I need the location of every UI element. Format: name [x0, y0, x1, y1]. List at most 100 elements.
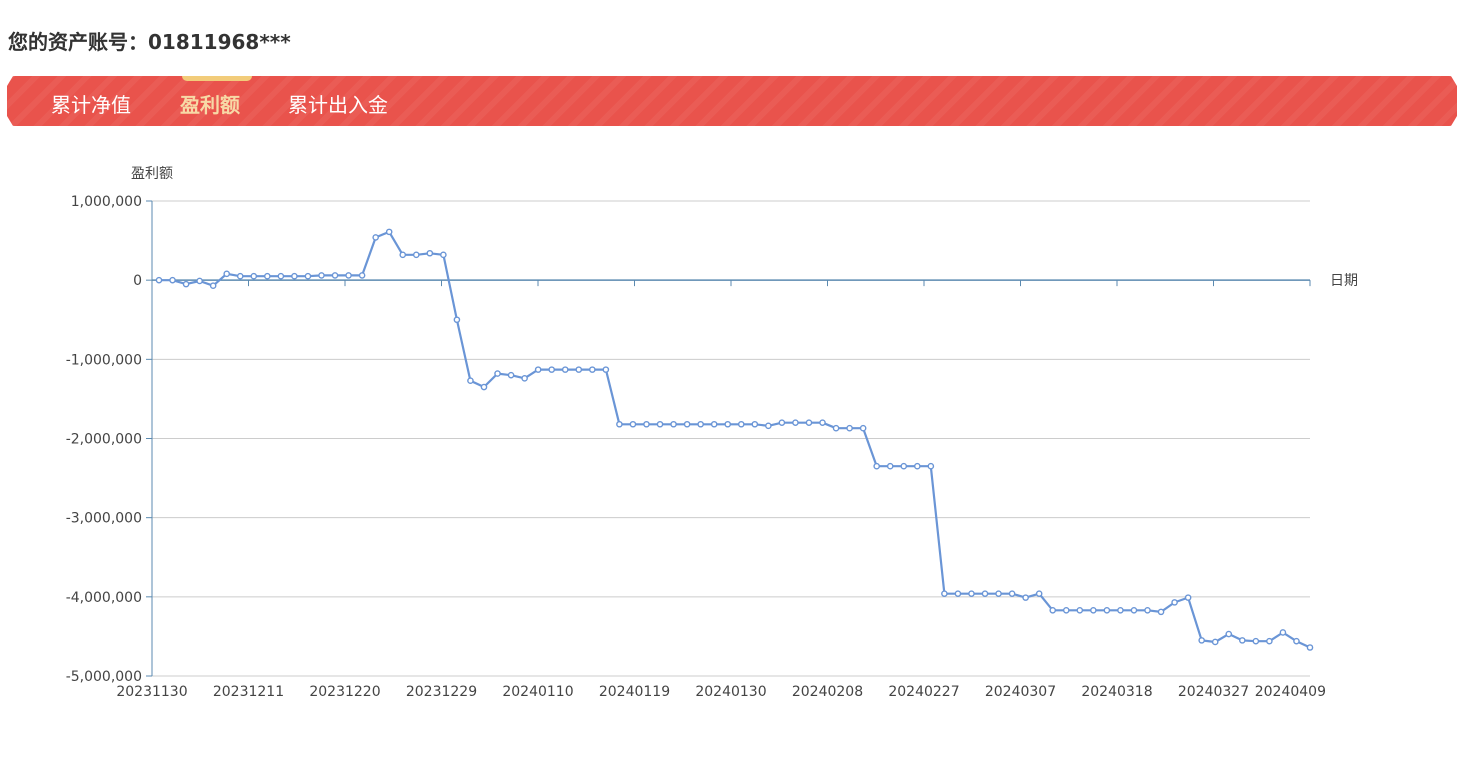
data-point: [426, 249, 434, 257]
data-point: [778, 419, 786, 426]
data-point: [169, 276, 176, 284]
data-point: [670, 420, 677, 428]
data-point: [765, 422, 772, 430]
x-axis-title: 日期: [1330, 273, 1358, 289]
data-point: [859, 424, 867, 432]
data-point: [941, 590, 948, 597]
data-point: [629, 420, 637, 428]
x-tick-label: 20231211: [213, 684, 284, 700]
data-point: [873, 462, 880, 470]
tab-cumulative-nav[interactable]: 累计净值: [51, 93, 131, 117]
data-point: [209, 282, 217, 290]
data-point: [616, 420, 623, 428]
data-point: [236, 272, 244, 280]
data-point: [1306, 644, 1314, 651]
data-point: [1008, 590, 1016, 597]
data-point: [385, 228, 393, 236]
y-axis-title: 盈利额: [131, 166, 173, 182]
data-point: [832, 424, 840, 432]
account-number: 01811968***: [148, 30, 291, 54]
data-point: [900, 462, 908, 470]
data-point: [1090, 606, 1097, 614]
data-point: [1022, 594, 1029, 601]
data-point: [412, 251, 420, 259]
data-point: [223, 270, 231, 278]
x-tick-label: 20240327: [1178, 684, 1249, 700]
data-point: [1252, 637, 1260, 645]
profit-line-chart: 1,000,000 0 -1,000,000 -2,000,000 -3,000,000…: [66, 166, 1358, 700]
y-tick-label: 1,000,000: [71, 194, 142, 210]
data-point: [1049, 606, 1057, 614]
data-point: [819, 419, 826, 426]
data-point: [737, 420, 745, 428]
data-point: [1279, 629, 1287, 636]
tab-bar: 累计净值 盈利额 累计出入金: [7, 76, 1457, 126]
x-tick-label: 20240409: [1255, 684, 1326, 700]
data-point: [345, 272, 352, 279]
data-point: [1157, 608, 1165, 616]
data-point: [507, 371, 515, 379]
x-tick-label: 20231229: [406, 684, 477, 700]
tab-profit[interactable]: 盈利额: [180, 93, 240, 117]
data-point: [264, 272, 271, 280]
data-point: [981, 590, 989, 597]
data-point: [1293, 637, 1300, 645]
data-point: [805, 419, 813, 426]
data-point: [467, 377, 474, 385]
data-point: [914, 462, 921, 470]
data-point: [548, 366, 555, 373]
data-point: [1266, 637, 1273, 645]
data-point: [792, 419, 799, 426]
x-tick-label: 20240208: [792, 684, 863, 700]
data-point: [927, 462, 935, 470]
data-point: [575, 366, 583, 373]
account-heading: 您的资产账号：01811968***: [8, 26, 291, 55]
data-point: [602, 366, 610, 373]
y-tick-label: -5,000,000: [66, 669, 142, 685]
data-point: [589, 366, 596, 373]
x-tick-label: 20240119: [599, 684, 670, 700]
data-point: [480, 383, 488, 391]
data-point: [751, 420, 759, 428]
data-point: [656, 420, 664, 428]
y-tick-label: 0: [133, 273, 142, 289]
data-point: [1076, 606, 1084, 614]
data-point: [1184, 594, 1192, 601]
data-point: [440, 251, 447, 259]
data-point: [724, 420, 732, 428]
data-point: [1238, 637, 1246, 644]
data-point: [291, 272, 298, 280]
data-point: [304, 272, 312, 280]
data-point: [1117, 606, 1124, 614]
data-point: [277, 272, 285, 280]
data-point: [1225, 630, 1233, 638]
data-point: [358, 272, 366, 279]
x-tick-label: 20231130: [116, 684, 187, 700]
x-tick-label: 20240130: [695, 684, 766, 700]
data-point: [331, 272, 339, 279]
y-tick-label: -1,000,000: [66, 352, 142, 368]
series-line: [159, 230, 1311, 649]
data-point: [846, 424, 853, 432]
data-point: [494, 370, 501, 377]
data-point: [521, 375, 528, 382]
data-point: [886, 462, 894, 470]
data-point: [1211, 638, 1219, 646]
data-point: [196, 277, 203, 285]
x-tick-label: 20240227: [888, 684, 959, 700]
data-point: [1130, 606, 1138, 614]
data-point: [1103, 606, 1111, 614]
data-point: [182, 280, 190, 288]
data-point: [1171, 599, 1178, 606]
tab-cumulative-inflow-outflow[interactable]: 累计出入金: [288, 93, 388, 117]
data-point: [683, 420, 691, 428]
data-point: [968, 590, 975, 597]
data-point: [399, 251, 407, 259]
data-point: [318, 272, 325, 279]
x-tick-label: 20240307: [985, 684, 1056, 700]
data-point: [1198, 637, 1205, 644]
x-tick-label: 20231220: [309, 684, 380, 700]
y-tick-label: -2,000,000: [66, 432, 142, 448]
x-tick-label: 20240318: [1081, 684, 1152, 700]
x-tick-label: 20240110: [502, 684, 573, 700]
